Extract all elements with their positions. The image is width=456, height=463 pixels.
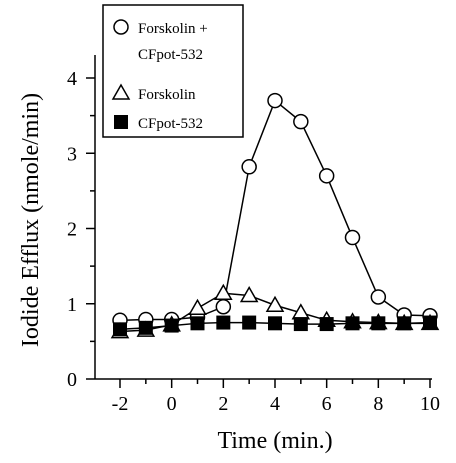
y-tick-label: 0 (67, 369, 77, 391)
data-point-square (345, 316, 360, 331)
legend-label: CFpot-532 (138, 116, 203, 132)
data-point-square (242, 315, 257, 330)
data-point-square (216, 315, 231, 330)
data-point-square (319, 317, 334, 332)
data-point-circle (113, 19, 129, 35)
y-tick-label: 4 (67, 68, 77, 90)
x-tick-label: 10 (420, 393, 440, 415)
series-2 (113, 315, 437, 337)
legend-item: Forskolin (111, 83, 196, 103)
x-axis-label: Time (min.) (217, 428, 332, 454)
x-tick-label: 4 (270, 393, 280, 415)
x-tick-label: 6 (322, 393, 332, 415)
plot-series (110, 92, 440, 339)
data-point-triangle (188, 298, 207, 316)
y-tick-label: 2 (67, 219, 77, 241)
y-tick-label: 3 (67, 143, 77, 165)
data-point-circle (293, 113, 309, 130)
y-ticks: 0 1 2 3 4 (67, 68, 95, 391)
x-tick-label: 0 (167, 393, 177, 415)
data-point-square (371, 316, 386, 331)
x-tick-label: 8 (373, 393, 383, 415)
x-tick-label: -2 (112, 393, 129, 415)
legend-label: Forskolin (138, 87, 196, 103)
x-ticks: -2 0 2 4 6 8 10 (112, 379, 440, 415)
x-tick-label: 2 (218, 393, 228, 415)
data-point-square (190, 316, 205, 331)
data-point-square (293, 317, 308, 332)
y-tick-label: 1 (67, 294, 77, 316)
legend-label: Forskolin + (138, 21, 208, 37)
y-axis-label: Iodide Efflux (nmole/min) (18, 93, 44, 347)
data-point-circle (215, 299, 232, 315)
data-point-square (423, 315, 437, 330)
axes: -2 0 2 4 6 8 10 0 1 2 3 4 Time (min.) Iodide Efflu… (18, 55, 440, 454)
data-point-triangle (111, 83, 131, 100)
data-point-square (114, 115, 128, 129)
data-point-circle (241, 159, 257, 175)
legend-item: Forskolin + CFpot-532 (113, 19, 208, 63)
data-point-square (164, 318, 179, 333)
data-point-square (138, 320, 153, 335)
data-point-triangle (239, 285, 259, 303)
data-point-triangle (214, 283, 233, 300)
legend-label: CFpot-532 (138, 47, 203, 63)
data-point-circle (318, 168, 335, 184)
data-point-triangle (265, 295, 285, 313)
legend-item: CFpot-532 (114, 115, 203, 132)
data-point-circle (370, 289, 387, 305)
data-point-circle (267, 92, 283, 109)
data-point-square (113, 322, 127, 337)
legend: Forskolin + CFpot-532 Forskolin CFpot-532 (102, 4, 244, 138)
data-point-square (268, 316, 282, 331)
data-point-square (397, 316, 412, 331)
data-point-circle (344, 229, 361, 246)
